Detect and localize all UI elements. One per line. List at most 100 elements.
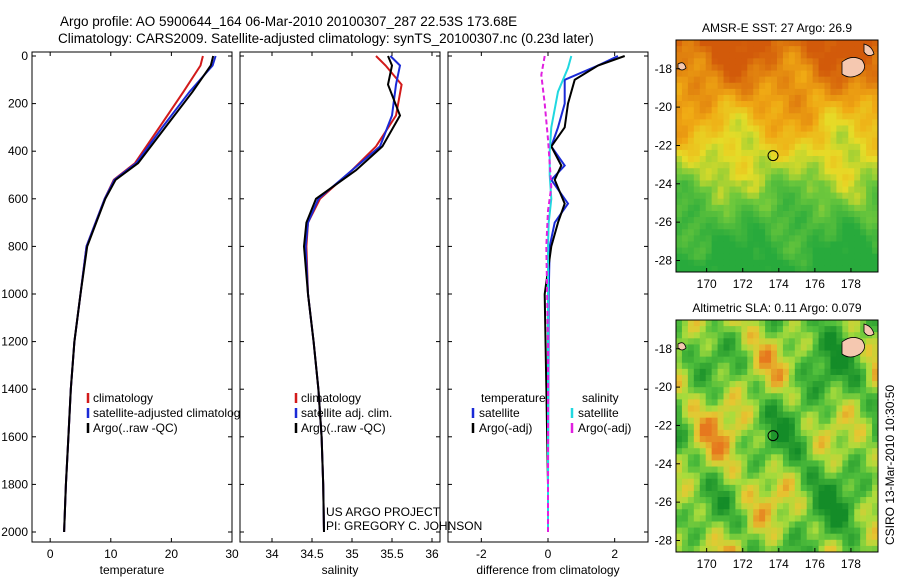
sst-cell bbox=[729, 131, 736, 139]
sla-cell bbox=[705, 448, 713, 455]
sst-cell bbox=[759, 107, 766, 114]
sla-cell bbox=[830, 417, 837, 425]
sst-cell bbox=[800, 217, 808, 224]
sla-cell bbox=[794, 490, 802, 498]
sst-cell bbox=[717, 247, 725, 255]
sla-cell bbox=[771, 374, 778, 382]
sla-cell bbox=[699, 454, 707, 461]
sst-cell bbox=[687, 198, 695, 206]
sst-cell bbox=[848, 162, 855, 169]
sla-cell bbox=[717, 405, 725, 413]
sst-cell bbox=[741, 149, 748, 157]
sst-cell bbox=[788, 210, 796, 218]
sla-cell bbox=[699, 497, 707, 504]
sst-cell bbox=[806, 149, 814, 157]
sst-cell bbox=[705, 168, 713, 175]
sla-cell bbox=[830, 448, 837, 455]
sla-cell bbox=[782, 374, 790, 382]
sla-cell bbox=[806, 344, 814, 352]
sst-cell bbox=[812, 162, 820, 169]
sst-cell bbox=[818, 46, 826, 53]
sst-cell bbox=[866, 241, 873, 249]
sla-cell bbox=[836, 509, 843, 516]
sla-cell bbox=[759, 399, 766, 406]
sla-cell bbox=[854, 545, 861, 553]
sst-cell bbox=[717, 259, 725, 267]
sst-cell bbox=[830, 259, 837, 267]
sst-cell bbox=[830, 46, 837, 53]
sst-cell bbox=[824, 52, 831, 59]
sst-cell bbox=[771, 174, 778, 181]
sst-cell bbox=[753, 259, 760, 267]
sla-cell bbox=[777, 460, 784, 468]
depth-tick-label: 2000 bbox=[1, 525, 28, 539]
sst-cell bbox=[693, 265, 701, 273]
sst-cell bbox=[824, 46, 831, 53]
sst-cell bbox=[723, 241, 730, 249]
sla-cell bbox=[699, 381, 707, 388]
sst-cell bbox=[699, 253, 707, 261]
sla-cell bbox=[771, 472, 778, 480]
sla-cell bbox=[830, 484, 837, 492]
sla-cell bbox=[782, 381, 790, 388]
sst-cell bbox=[747, 149, 754, 157]
sst-cell bbox=[842, 76, 849, 84]
sst-cell bbox=[676, 137, 683, 145]
sla-cell bbox=[735, 332, 742, 339]
sst-cell bbox=[711, 131, 719, 139]
sst-cell bbox=[794, 107, 802, 114]
sst-cell bbox=[717, 156, 725, 163]
sla-cell bbox=[806, 429, 814, 437]
sla-cell bbox=[860, 545, 867, 553]
temperature-xtick-label: 20 bbox=[165, 547, 179, 561]
sla-cell bbox=[717, 509, 725, 516]
sla-cell bbox=[717, 515, 725, 522]
sla-cell bbox=[848, 423, 855, 431]
sst-cell bbox=[830, 107, 837, 114]
sla-cell bbox=[818, 411, 826, 419]
sst-cell bbox=[693, 156, 701, 163]
sla-cell bbox=[687, 393, 695, 400]
sla-cell bbox=[759, 533, 766, 541]
sst-cell bbox=[723, 253, 730, 261]
sla-cell bbox=[735, 405, 742, 413]
sla-cell bbox=[818, 320, 826, 327]
sla-cell bbox=[824, 436, 831, 443]
sla-cell bbox=[782, 509, 790, 516]
sst-cell bbox=[794, 64, 802, 72]
sst-cell bbox=[872, 217, 879, 224]
sst-cell bbox=[735, 217, 742, 224]
salinity-xlabel: salinity bbox=[322, 563, 359, 577]
sla-cell bbox=[711, 344, 719, 352]
sla-cell bbox=[806, 393, 814, 400]
sst-cell bbox=[818, 58, 826, 65]
sla-cell bbox=[806, 527, 814, 535]
sst-cell bbox=[753, 162, 760, 169]
sla-cell bbox=[860, 478, 867, 486]
sla-cell bbox=[699, 490, 707, 498]
sla-cell bbox=[872, 490, 879, 498]
sst-cell bbox=[824, 241, 831, 249]
sla-cell bbox=[723, 381, 730, 388]
sst-cell bbox=[687, 174, 695, 181]
sla-cell bbox=[842, 490, 849, 498]
sla-cell bbox=[794, 344, 802, 352]
sla-cell bbox=[705, 338, 713, 345]
sst-cell bbox=[676, 204, 683, 212]
sla-cell bbox=[872, 344, 879, 352]
sst-cell bbox=[830, 186, 837, 194]
sla-cell bbox=[676, 381, 683, 388]
sst-cell bbox=[842, 40, 849, 47]
sla-cell bbox=[735, 320, 742, 327]
sst-cell bbox=[812, 217, 820, 224]
sst-cell bbox=[860, 259, 867, 267]
series-line-argo-raw-qc- bbox=[63, 55, 215, 533]
sla-cell bbox=[711, 393, 719, 400]
sst-cell bbox=[705, 229, 713, 236]
sst-cell bbox=[860, 210, 867, 218]
sst-cell bbox=[747, 64, 754, 72]
sst-cell bbox=[735, 210, 742, 218]
sla-cell bbox=[842, 442, 849, 449]
sla-cell bbox=[854, 326, 861, 333]
sst-cell bbox=[747, 119, 754, 126]
